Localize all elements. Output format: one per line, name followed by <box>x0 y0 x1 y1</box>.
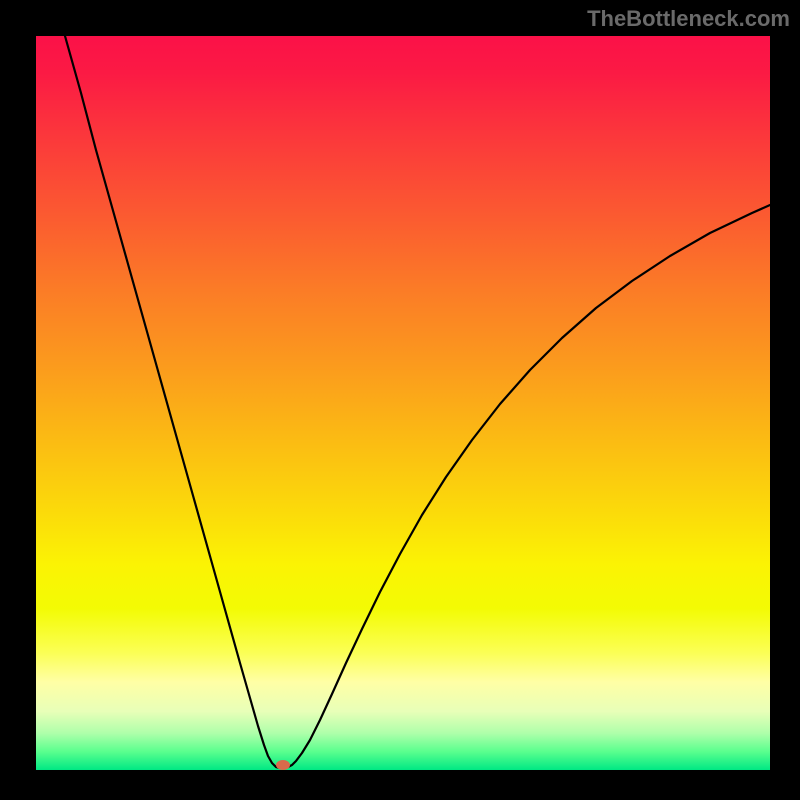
bottleneck-chart: TheBottleneck.com <box>0 0 800 800</box>
plot-background <box>36 36 770 770</box>
watermark-text: TheBottleneck.com <box>587 6 790 32</box>
chart-svg <box>0 0 800 800</box>
optimal-point-marker <box>276 760 290 770</box>
